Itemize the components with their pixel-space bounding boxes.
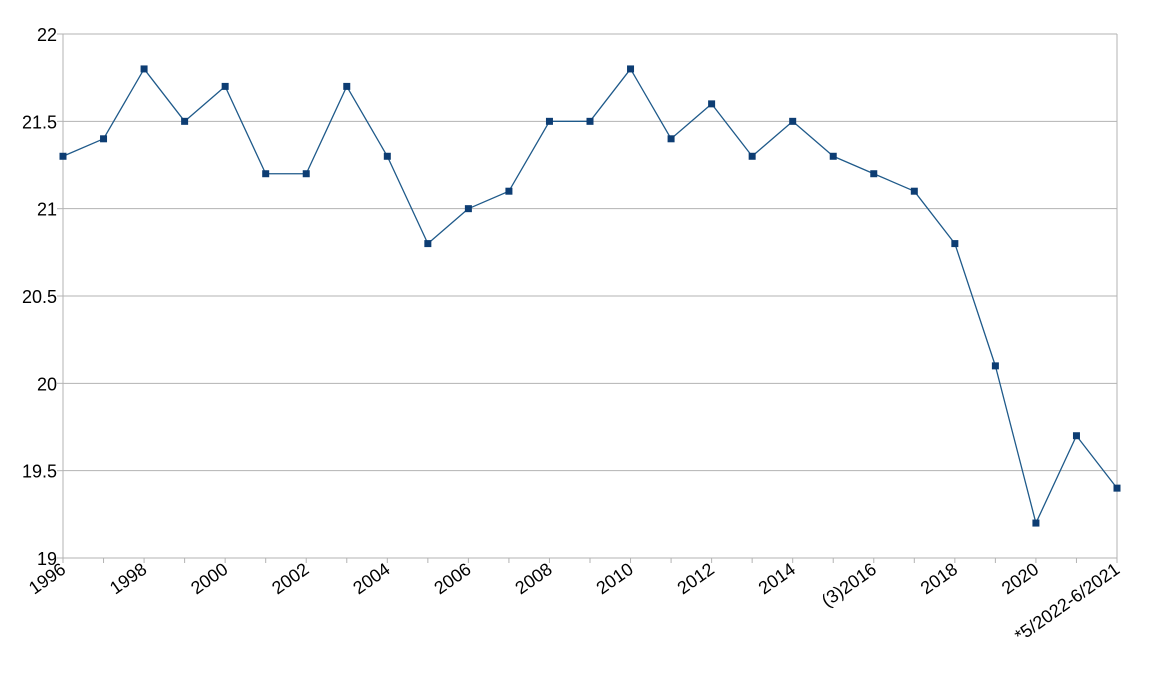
data-point [221,82,229,90]
x-tick-label: 1998 [106,559,150,598]
data-point [505,187,513,195]
data-point [627,65,635,73]
data-point [302,170,310,178]
x-tick-label: 2012 [674,559,718,598]
x-tick-label: 2014 [755,559,799,598]
data-point [910,187,918,195]
x-axis-tick-labels: 1996 1998 2000 2002 2004 2006 2008 2010 2012 2014… [25,559,1123,646]
data-point [748,152,756,160]
data-point [1113,484,1121,492]
data-point [140,65,148,73]
data-point [951,240,959,248]
data-point [100,135,108,143]
data-point [59,152,67,160]
data-point [383,152,391,160]
data-point [1072,432,1080,440]
x-tick-label: 2008 [511,559,555,598]
x-tick-label: 2006 [430,559,474,598]
data-point [829,152,837,160]
y-tick-label: 20.5 [22,287,57,307]
data-point [586,117,594,125]
axes [57,33,1118,563]
data-series [59,65,1121,527]
data-point [870,170,878,178]
x-tick-label: 2020 [998,559,1042,598]
data-point [181,117,189,125]
data-point [424,240,432,248]
data-point [545,117,553,125]
y-tick-label: 21 [37,200,57,220]
y-tick-label: 21.5 [22,112,57,132]
y-tick-label: 19.5 [22,462,57,482]
y-tick-label: 22 [37,25,57,45]
data-point [343,82,351,90]
x-tick-label: 2000 [187,559,231,598]
data-point [1032,519,1040,527]
data-point [991,362,999,370]
x-tick-label: 2004 [349,559,393,598]
data-point [789,117,797,125]
y-axis-tick-labels: 19 19.5 20 20.5 21 21.5 22 [22,25,57,569]
data-point [667,135,675,143]
data-point [262,170,270,178]
y-tick-label: 19 [37,549,57,569]
y-tick-label: 20 [37,374,57,394]
x-tick-label: 2002 [268,559,312,598]
gridlines [63,33,1117,559]
data-point [708,100,716,108]
x-tick-label: (3)2016 [818,559,880,611]
x-tick-label: 2018 [917,559,961,598]
data-point [464,205,472,213]
x-tick-label: 2010 [593,559,637,598]
